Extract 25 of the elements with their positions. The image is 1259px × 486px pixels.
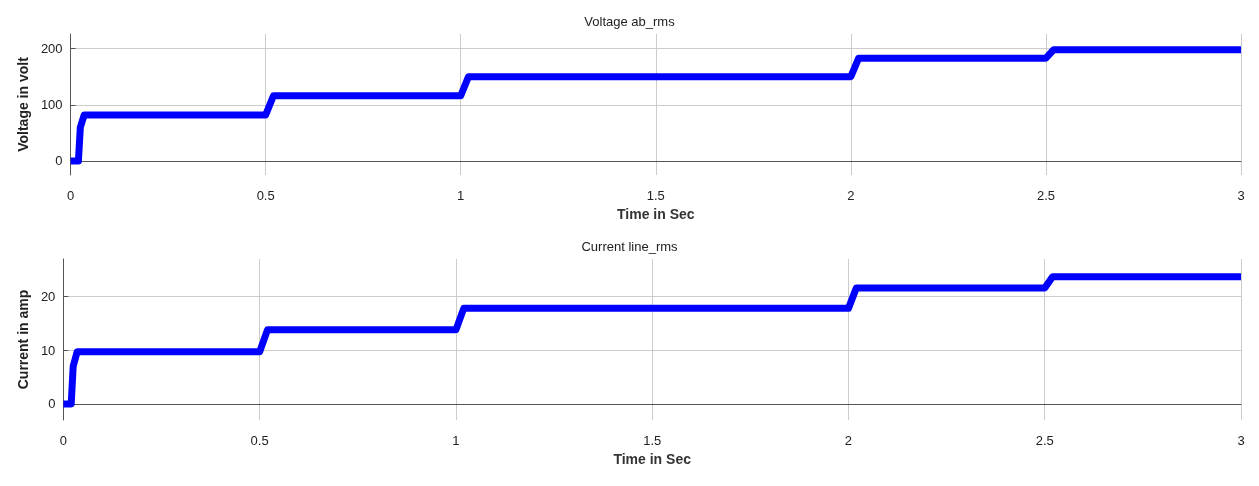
x-tick-label: 2.5 (1035, 433, 1054, 448)
x-tick-label: 2.5 (1036, 188, 1055, 203)
x-tick-label: 0.5 (250, 433, 269, 448)
x-tick-label: 0 (66, 188, 75, 203)
x-axis-title: Time in Sec (617, 205, 695, 222)
chart-title: Voltage ab_rms (584, 14, 676, 29)
x-tick-label: 1 (452, 433, 460, 448)
chart-title: Current line_rms (581, 239, 679, 254)
y-tick-label: 0 (48, 396, 56, 412)
x-tick-label: 1.5 (646, 188, 665, 203)
y-tick-label: 100 (40, 97, 63, 113)
y-tick-label: 10 (40, 342, 56, 358)
x-tick-label: 0.5 (256, 188, 275, 203)
y-tick-label: 0 (55, 153, 63, 169)
y-axis-title: Current in amp (15, 289, 31, 390)
y-tick-label: 200 (40, 41, 63, 57)
x-axis-title: Time in Sec (613, 450, 692, 467)
x-tick-label: 1 (457, 188, 465, 203)
x-tick-label: 3 (1237, 433, 1245, 448)
x-tick-label: 3 (1237, 188, 1245, 203)
x-tick-label: 2 (844, 433, 853, 448)
x-tick-label: 1.5 (643, 433, 662, 448)
x-tick-label: 2 (847, 188, 855, 203)
y-tick-label: 20 (40, 289, 56, 305)
y-axis-title: Voltage in volt (15, 56, 31, 152)
